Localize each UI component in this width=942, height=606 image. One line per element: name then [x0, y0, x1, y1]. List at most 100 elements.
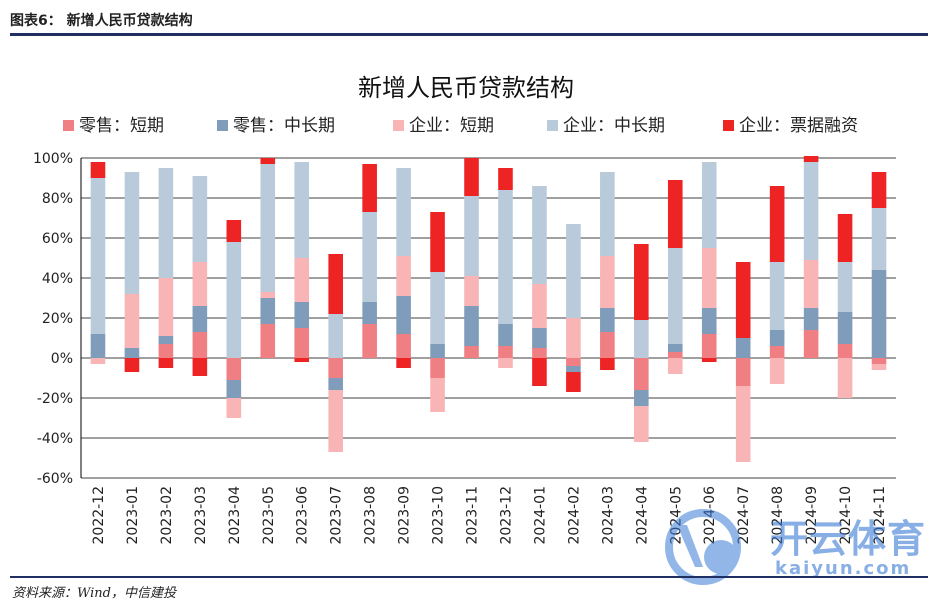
bar-bill-2024-09 [803, 156, 819, 162]
x-tick-label: 2023-10 [431, 486, 447, 545]
bar-bill-2024-03 [600, 358, 615, 370]
bar-corp_short-2024-08 [769, 358, 785, 384]
bar-retail_mid_long-2023-11 [464, 306, 479, 346]
bar-corp_short-2024-09 [803, 260, 819, 308]
bar-corp_short-2023-10 [430, 378, 445, 412]
bar-retail_mid_long-2023-09 [396, 296, 411, 334]
x-tick-label: 2024-01 [532, 486, 548, 545]
bar-bill-2023-03 [192, 358, 208, 376]
bar-retail_mid_long-2024-02 [566, 366, 581, 372]
bar-bill-2024-10 [837, 214, 853, 262]
bar-retail_short-2023-02 [158, 344, 174, 358]
y-axis: 100% 80% 60% 40% 20% 0% -20% -40% -60% [33, 151, 82, 487]
x-tick-label: 2023-03 [193, 486, 209, 545]
bar-bill-2023-08 [362, 164, 377, 212]
bar-retail_short-2024-09 [803, 330, 819, 358]
legend: 零售：短期 零售：中长期 企业：短期 企业：中长期 企业：票据融资 [63, 116, 858, 136]
bar-corp_mid_long-2024-04 [634, 320, 649, 358]
bar-bill-2022-12 [90, 162, 106, 178]
legend-swatch-corp_mid_long [547, 120, 558, 131]
bar-corp_short-2024-04 [634, 406, 649, 442]
x-axis: 2022-12 2023-01 2023-02 2023-03 2023-04 2023-… [91, 486, 888, 545]
bar-retail_short-2024-01 [532, 348, 547, 358]
bar-corp_mid_long-2024-03 [600, 172, 615, 256]
x-tick-label: 2023-06 [295, 486, 311, 545]
top-rule [10, 33, 928, 36]
bar-corp_short-2024-10 [837, 358, 853, 398]
bar-retail_short-2024-08 [769, 346, 785, 358]
bar-bill-2024-02 [566, 372, 581, 392]
legend-swatch-retail_short [63, 120, 74, 131]
x-tick-label: 2023-01 [125, 486, 141, 545]
bar-corp_short-2024-06 [701, 248, 717, 308]
bar-retail_short-2024-06 [701, 334, 717, 358]
legend-label-corp_short: 企业：短期 [409, 116, 494, 136]
x-tick-label: 2024-09 [804, 486, 820, 545]
bar-bill-2023-01 [124, 358, 140, 372]
bar-corp_mid_long-2024-01 [532, 186, 547, 284]
watermark-logo-icon [665, 509, 741, 585]
x-tick-label: 2022-12 [91, 486, 107, 545]
bar-corp_mid_long-2023-01 [124, 172, 140, 294]
x-tick-label: 2024-07 [736, 486, 752, 545]
bar-bill-2024-07 [735, 262, 751, 338]
bar-corp_short-2024-03 [600, 256, 615, 308]
legend-label-retail_short: 零售：短期 [79, 116, 164, 136]
bar-corp_mid_long-2023-05 [260, 164, 276, 292]
bar-corp_mid_long-2023-07 [328, 314, 343, 358]
bar-retail_short-2024-02 [566, 358, 581, 366]
bar-corp_mid_long-2024-02 [566, 224, 581, 318]
source-note: 资料来源：Wind，中信建投 [12, 586, 176, 601]
bar-corp_mid_long-2023-11 [464, 196, 479, 276]
x-tick-label: 2023-05 [261, 486, 277, 545]
bar-corp_short-2023-03 [192, 262, 208, 306]
legend-label-corp_mid_long: 企业：中长期 [563, 116, 665, 136]
bar-retail_short-2024-11 [871, 358, 887, 364]
bar-corp_mid_long-2023-06 [294, 162, 310, 258]
bar-corp_mid_long-2023-10 [430, 272, 445, 344]
bar-retail_short-2023-06 [294, 328, 310, 358]
bar-retail_mid_long-2023-10 [430, 344, 445, 358]
bar-retail_short-2023-08 [362, 324, 377, 358]
bar-bill-2023-06 [294, 358, 310, 362]
bar-bill-2024-06 [701, 358, 717, 362]
bar-corp_mid_long-2024-11 [871, 208, 887, 270]
bar-retail_mid_long-2024-09 [803, 308, 819, 330]
bar-retail_mid_long-2024-10 [837, 312, 853, 344]
bar-corp_short-2023-09 [396, 256, 411, 296]
bar-corp_short-2024-11 [871, 364, 887, 370]
bar-retail_short-2024-10 [837, 344, 853, 358]
x-tick-label: 2023-08 [363, 486, 379, 545]
bar-retail_mid_long-2024-11 [871, 270, 887, 358]
bar-retail_mid_long-2023-03 [192, 306, 208, 332]
bar-retail_mid_long-2024-08 [769, 330, 785, 346]
legend-label-bill: 企业：票据融资 [739, 116, 858, 136]
bar-retail_short-2023-09 [396, 334, 411, 358]
bar-retail_mid_long-2024-03 [600, 308, 615, 332]
bar-corp_mid_long-2023-12 [498, 190, 513, 324]
bar-bill-2024-08 [769, 186, 785, 262]
bar-retail_short-2024-03 [600, 332, 615, 358]
bar-bill-2024-04 [634, 244, 649, 320]
bar-bill-2023-02 [158, 358, 174, 368]
bar-retail_short-2024-07 [735, 358, 751, 386]
bars [90, 156, 887, 462]
bar-retail_mid_long-2024-04 [634, 390, 649, 406]
bar-retail_mid_long-2023-01 [124, 348, 140, 358]
bar-corp_mid_long-2024-09 [803, 162, 819, 260]
bar-retail_mid_long-2023-12 [498, 324, 513, 346]
bar-corp_mid_long-2023-09 [396, 168, 411, 256]
bar-corp_mid_long-2022-12 [90, 178, 106, 334]
bar-corp_short-2022-12 [90, 358, 106, 364]
bar-retail_mid_long-2023-05 [260, 298, 276, 324]
bar-corp_short-2023-12 [498, 358, 513, 368]
bar-corp_short-2023-02 [158, 278, 174, 336]
bar-corp_short-2023-04 [226, 398, 242, 418]
bar-corp_short-2023-07 [328, 390, 343, 452]
y-tick-label: 100% [33, 151, 73, 167]
x-tick-label: 2023-04 [227, 486, 243, 545]
y-tick-label: 20% [42, 311, 73, 327]
watermark-url: kaiyun.com [775, 558, 912, 579]
x-tick-label: 2024-04 [634, 486, 650, 545]
x-tick-label: 2024-11 [872, 486, 888, 545]
